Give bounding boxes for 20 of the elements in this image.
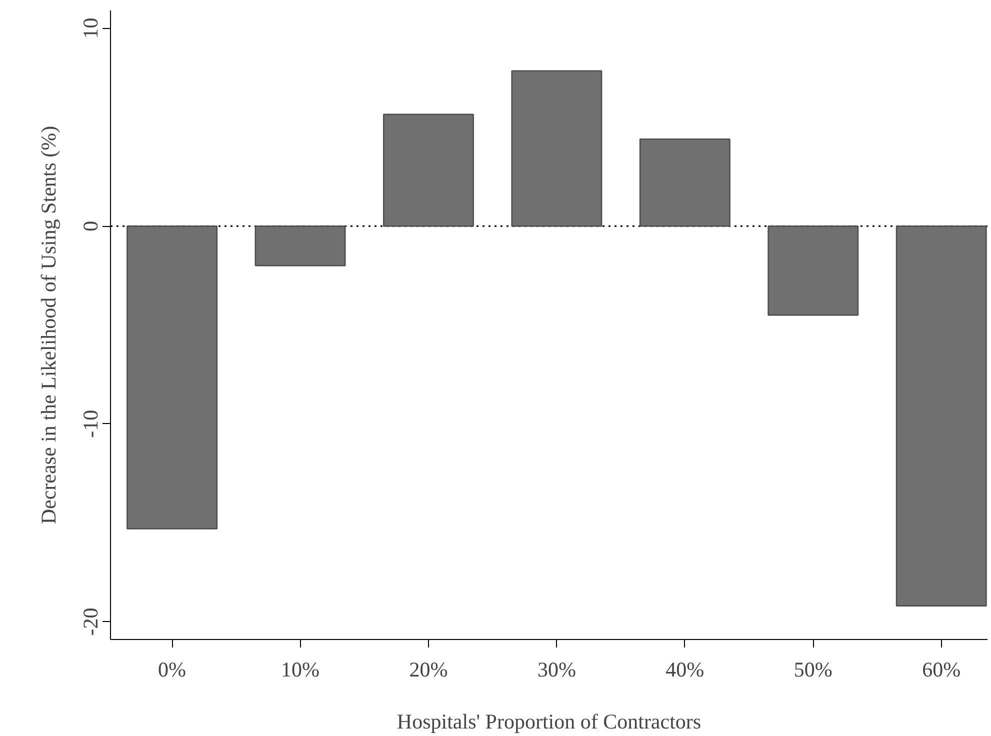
y-tick-label: 0 xyxy=(78,220,102,232)
bar xyxy=(639,138,730,227)
y-tick-label: 10 xyxy=(78,18,102,39)
x-tick-label: 60% xyxy=(922,658,961,682)
bar xyxy=(768,226,859,316)
x-tick-label: 20% xyxy=(409,658,448,682)
x-axis-title: Hospitals' Proportion of Contractors xyxy=(396,710,702,734)
x-tick-label: 50% xyxy=(794,658,832,682)
bar xyxy=(511,70,602,227)
y-axis-title: Decrease in the Likelihood of Using Stents (%) xyxy=(36,126,60,524)
x-tick-label: 0% xyxy=(158,658,186,682)
y-tick-label: -10 xyxy=(78,410,102,438)
x-tick-label: 40% xyxy=(666,658,704,682)
bar xyxy=(896,226,987,606)
x-tick-label: 30% xyxy=(537,658,576,682)
x-tick-label: 10% xyxy=(281,658,320,682)
bar xyxy=(126,226,218,530)
bar xyxy=(383,114,474,227)
bar xyxy=(254,226,346,266)
y-tick-label: -20 xyxy=(78,608,102,636)
